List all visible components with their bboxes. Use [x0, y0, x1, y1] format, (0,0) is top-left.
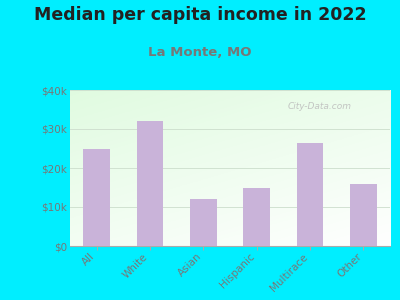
- Bar: [350, 184, 377, 246]
- Bar: [137, 121, 163, 246]
- Text: Median per capita income in 2022: Median per capita income in 2022: [34, 6, 366, 24]
- Bar: [297, 142, 323, 246]
- Bar: [83, 148, 110, 246]
- Text: La Monte, MO: La Monte, MO: [148, 46, 252, 59]
- Bar: [190, 199, 217, 246]
- Text: City-Data.com: City-Data.com: [288, 103, 352, 112]
- Bar: [243, 188, 270, 246]
